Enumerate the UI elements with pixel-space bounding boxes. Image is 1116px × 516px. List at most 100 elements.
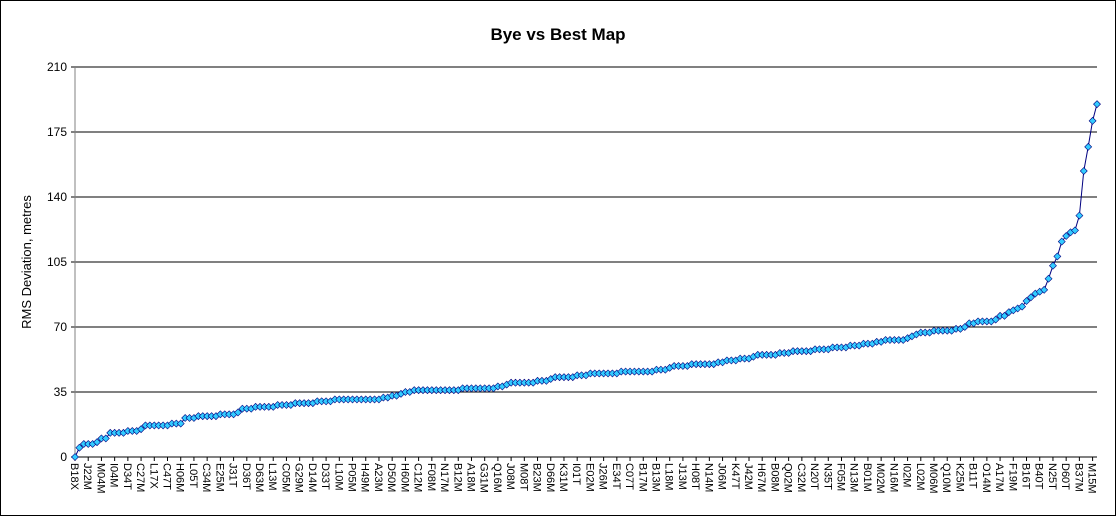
data-point xyxy=(75,443,84,452)
data-point xyxy=(1057,237,1066,246)
data-point xyxy=(1084,142,1093,151)
x-tick-label: D66M xyxy=(544,463,556,492)
x-tick-label: K47T xyxy=(729,463,741,490)
x-tick-label: B08M xyxy=(768,463,780,492)
data-point xyxy=(960,323,969,331)
x-tick-label: M02M xyxy=(874,463,886,494)
data-point xyxy=(1026,293,1035,302)
x-tick-label: E34T xyxy=(610,463,622,490)
y-tick-label: 140 xyxy=(47,190,67,204)
x-tick-label: C12M xyxy=(412,463,424,492)
x-tick-label: J22M xyxy=(81,463,93,490)
x-tick-label: N25T xyxy=(1046,463,1058,490)
x-tick-label: L17X xyxy=(147,463,159,489)
y-tick-label: 210 xyxy=(47,60,67,74)
x-tick-label: F19M xyxy=(1006,463,1018,491)
x-tick-label: D34T xyxy=(121,463,133,490)
x-tick-label: A17M xyxy=(993,463,1005,492)
x-tick-label: C32M xyxy=(795,463,807,492)
x-tick-label: C27M xyxy=(134,463,146,492)
x-tick-label: D36T xyxy=(240,463,252,490)
x-tick-label: B37M xyxy=(1072,463,1084,492)
x-tick-label: H49M xyxy=(359,463,371,492)
x-tick-label: B12M xyxy=(451,463,463,492)
x-tick-label: M06M xyxy=(927,463,939,494)
x-tick-label: J08M xyxy=(504,463,516,490)
x-tick-label: M08T xyxy=(517,463,529,491)
x-tick-label: J31T xyxy=(227,463,239,488)
data-point xyxy=(101,434,110,443)
y-axis-label: RMS Deviation, metres xyxy=(19,195,34,329)
data-point xyxy=(1049,261,1057,270)
y-tick-label: 105 xyxy=(47,255,67,269)
x-tick-label: D60T xyxy=(1059,463,1071,490)
x-tick-label: I02M xyxy=(901,463,913,487)
x-tick-label: N20T xyxy=(808,463,820,490)
x-tick-label: H06M xyxy=(174,463,186,492)
data-point xyxy=(1022,297,1031,305)
x-tick-label: I01T xyxy=(570,463,582,485)
x-tick-label: E25M xyxy=(213,463,225,492)
x-tick-label: L18M xyxy=(663,463,675,491)
x-tick-label: D63M xyxy=(253,463,265,492)
x-tick-label: K25M xyxy=(953,463,965,492)
x-tick-label: E02M xyxy=(583,463,595,492)
x-tick-label: D33T xyxy=(319,463,331,490)
x-tick-label: G31M xyxy=(478,463,490,493)
x-tick-label: N35T xyxy=(821,463,833,490)
data-point xyxy=(234,408,242,417)
x-tick-label: B23M xyxy=(531,463,543,492)
data-point xyxy=(1075,211,1084,220)
x-tick-label: Q02M xyxy=(782,463,794,493)
x-tick-label: N17M xyxy=(438,463,450,492)
x-tick-label: B40T xyxy=(1033,463,1045,490)
x-tick-label: F05M xyxy=(835,463,847,491)
x-tick-label: B18X xyxy=(68,463,80,491)
x-tick-label: H60M xyxy=(398,463,410,492)
data-point xyxy=(1018,302,1027,311)
x-tick-label: Q10M xyxy=(940,463,952,493)
x-tick-label: F08M xyxy=(425,463,437,491)
data-point xyxy=(1088,116,1097,125)
x-tick-label: A23M xyxy=(372,463,384,492)
y-tick-label: 175 xyxy=(47,125,67,139)
x-tick-label: D14M xyxy=(306,463,318,492)
data-point xyxy=(991,315,1000,324)
data-point xyxy=(93,438,101,447)
x-tick-label: N16M xyxy=(887,463,899,492)
x-tick-label: L10M xyxy=(332,463,344,491)
x-tick-label: P05M xyxy=(346,463,358,492)
data-point xyxy=(1044,274,1053,283)
x-tick-label: B11T xyxy=(967,463,979,489)
x-tick-label: J42M xyxy=(742,463,754,490)
x-tick-label: H67M xyxy=(755,463,767,492)
x-tick-label: C07T xyxy=(623,463,635,490)
data-point xyxy=(1062,232,1071,240)
x-tick-label: O14M xyxy=(980,463,992,493)
y-tick-label: 70 xyxy=(54,320,68,334)
y-tick-label: 0 xyxy=(60,450,67,464)
x-tick-label: J26M xyxy=(597,463,609,490)
data-point xyxy=(71,453,79,461)
x-tick-label: C34M xyxy=(200,463,212,492)
x-tick-label: H08T xyxy=(689,463,701,490)
x-tick-label: L05T xyxy=(187,463,199,488)
x-tick-label: B13M xyxy=(649,463,661,492)
data-point xyxy=(176,419,185,428)
x-tick-label: M15M xyxy=(1086,463,1098,494)
x-tick-label: I04M xyxy=(108,463,120,487)
x-tick-label: K31M xyxy=(557,463,569,492)
x-tick-label: B16T xyxy=(1020,463,1032,490)
x-tick-label: J06M xyxy=(716,463,728,490)
x-tick-label: C05M xyxy=(279,463,291,492)
data-point xyxy=(1093,100,1101,109)
x-tick-label: Q16M xyxy=(491,463,503,493)
data-point xyxy=(1040,285,1049,294)
x-tick-label: M04M xyxy=(94,463,106,494)
x-tick-label: J13M xyxy=(676,463,688,490)
x-tick-label: D50M xyxy=(385,463,397,492)
x-tick-label: N13M xyxy=(848,463,860,492)
x-tick-label: C47T xyxy=(161,463,173,490)
